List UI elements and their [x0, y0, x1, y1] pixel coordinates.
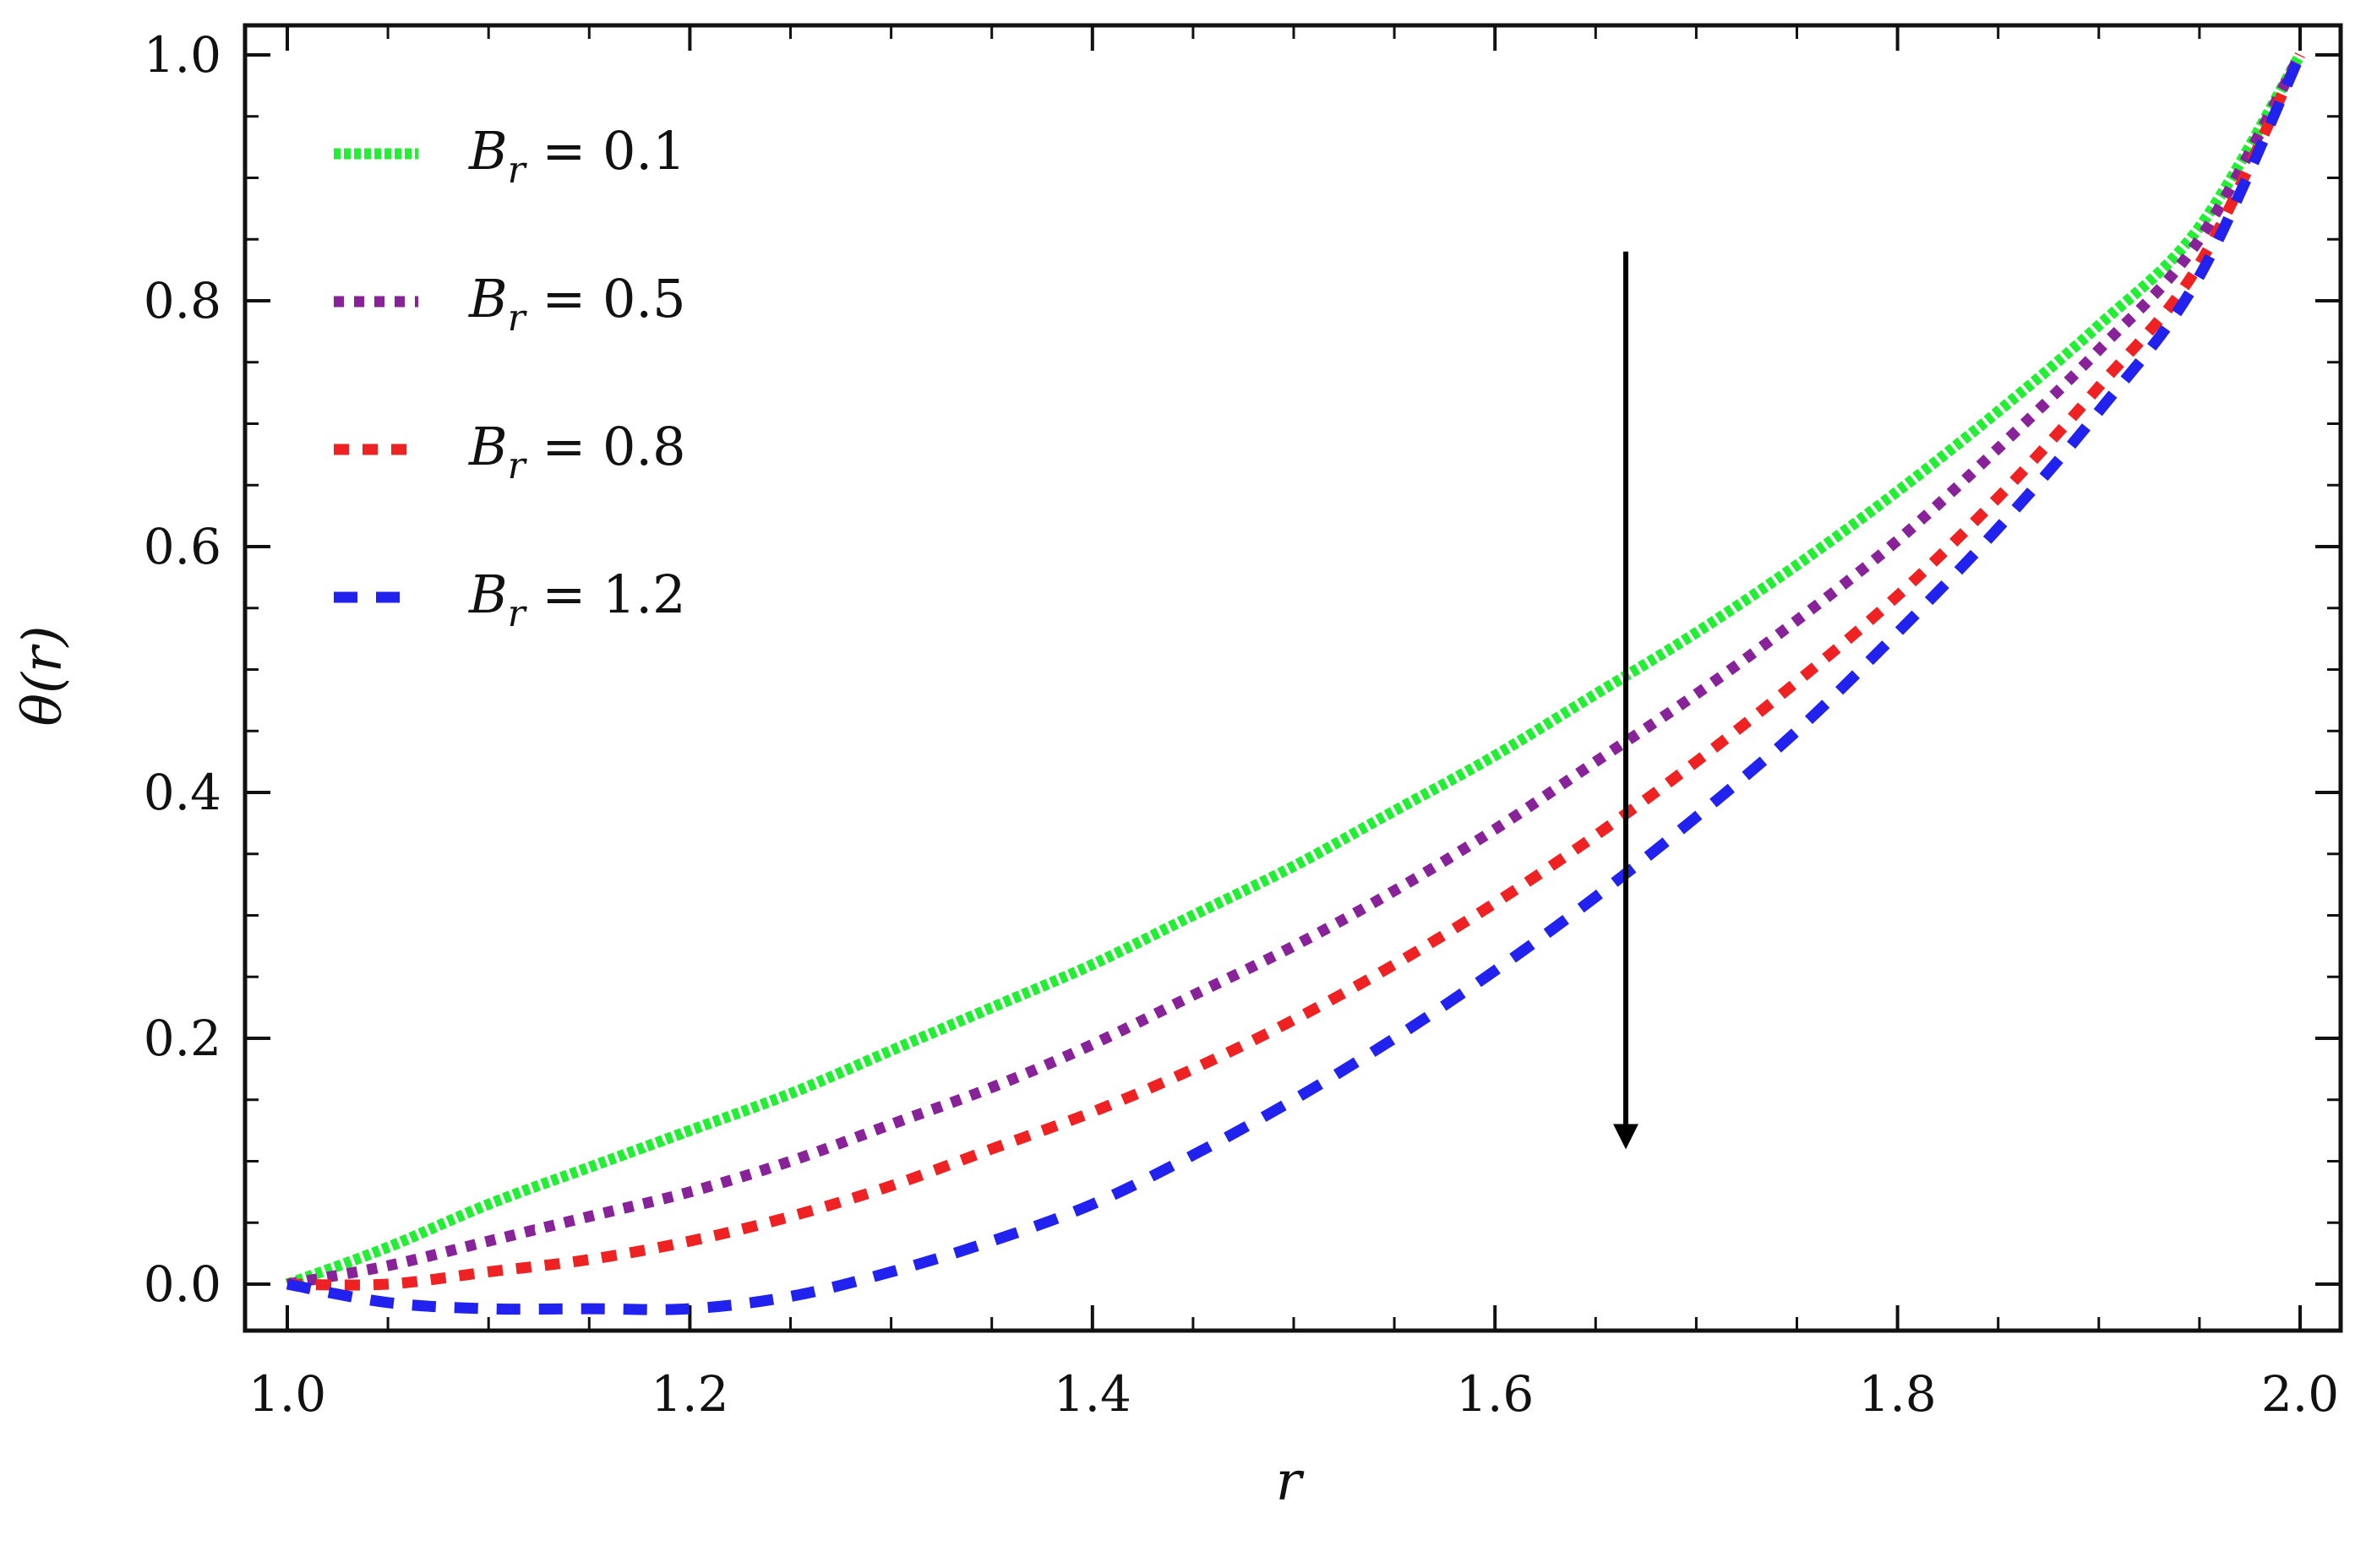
y-tick-label: 0.4	[144, 764, 221, 821]
y-tick-label: 1.0	[144, 26, 221, 84]
y-tick-label: 0.8	[144, 272, 221, 329]
x-tick-label: 1.4	[1054, 1365, 1131, 1423]
x-tick-label: 1.2	[651, 1365, 728, 1423]
series-line-4	[286, 52, 2305, 1315]
axis-ticks: 1.0 1.2 1.4 1.6 1.8 2.0 0.0 0.2 0.4 0.6 0.8 1.0	[144, 25, 2341, 1423]
x-tick-label: 1.8	[1858, 1365, 1936, 1423]
y-axis-title: θ(r)	[12, 625, 74, 726]
series-line-2	[286, 52, 2305, 1290]
series-line-1	[285, 52, 2305, 1290]
legend: Br = 0.1 Br = 0.5 Br = 0.8 Br = 1.2	[334, 120, 686, 635]
x-tick-label: 1.0	[248, 1365, 326, 1423]
series-line-3	[286, 52, 2305, 1291]
y-tick-label: 0.6	[144, 518, 221, 575]
x-tick-label: 2.0	[2261, 1365, 2339, 1423]
plot-frame	[243, 23, 2343, 1333]
x-tick-label: 1.6	[1456, 1365, 1534, 1423]
legend-label-4: Br = 1.2	[468, 564, 686, 635]
x-axis-title: r	[1276, 1451, 1305, 1513]
legend-label-3: Br = 0.8	[468, 416, 686, 487]
data-series	[285, 52, 2305, 1315]
legend-label-1: Br = 0.1	[468, 120, 686, 192]
y-tick-label: 0.2	[144, 1010, 221, 1067]
legend-label-2: Br = 0.5	[468, 268, 686, 340]
y-tick-label: 0.0	[144, 1255, 221, 1313]
